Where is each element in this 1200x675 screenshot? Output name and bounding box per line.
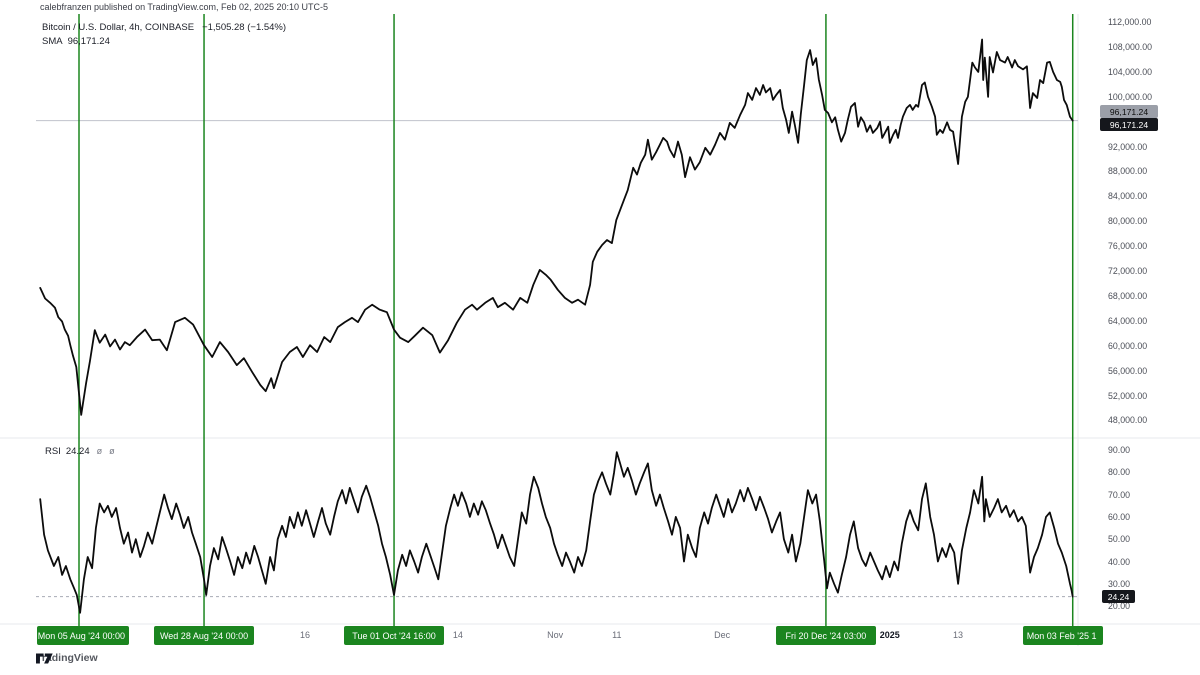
price-axis-label: 52,000.00 — [1108, 390, 1148, 401]
price-axis-label: 56,000.00 — [1108, 365, 1148, 376]
rsi-axis-label: 50.00 — [1108, 534, 1131, 545]
event-date-label[interactable]: Tue 01 Oct '24 16:00 — [344, 626, 445, 645]
price-axis-label: 112,000.00 — [1108, 17, 1152, 28]
time-tick-label: Dec — [714, 630, 731, 640]
price-axis-label: 64,000.00 — [1108, 315, 1148, 326]
rsi-axis-label: 30.00 — [1108, 578, 1131, 589]
rsi-value-box: 24.24 — [1102, 590, 1135, 603]
time-tick-label: 11 — [612, 630, 622, 640]
symbol-change-value: −1,505.28 (−1.54%) — [202, 22, 287, 33]
time-tick-label: 16 — [300, 630, 311, 640]
time-tick-label: 2025 — [879, 630, 900, 640]
rsi-value: 24.24 — [65, 446, 90, 457]
rsi-axis-label: 60.00 — [1108, 511, 1131, 522]
sma-label: SMA — [42, 36, 63, 47]
symbol-legend[interactable]: Bitcoin / U.S. Dollar, 4h, COINBASE −1,50… — [42, 22, 286, 33]
rsi-axis-label: 40.00 — [1108, 556, 1131, 567]
price-axis-label: 108,000.00 — [1108, 41, 1153, 52]
price-axis-label: 92,000.00 — [1108, 141, 1148, 152]
rsi-settings-icon[interactable]: ø — [109, 446, 115, 456]
rsi-axis-label: 80.00 — [1108, 467, 1131, 478]
time-tick-label: 14 — [452, 630, 463, 640]
price-axis-label: 60,000.00 — [1108, 340, 1148, 351]
sma-price-box: 96,171.24 — [1100, 105, 1158, 118]
tradingview-watermark[interactable]: TradingView — [36, 652, 98, 664]
rsi-axis-label: 70.00 — [1108, 489, 1131, 500]
sma-value: 96,171.24 — [67, 36, 110, 47]
time-tick-label: 13 — [953, 630, 964, 640]
rsi-legend[interactable]: RSI 24.24 ø ø — [45, 446, 115, 457]
event-date-label[interactable]: Fri 20 Dec '24 03:00 — [775, 626, 876, 645]
price-series-path — [39, 38, 1074, 416]
rsi-axis-label: 20.00 — [1108, 601, 1131, 612]
price-axis-label: 88,000.00 — [1108, 166, 1148, 177]
last-price-box: 96,171.24 — [1100, 118, 1158, 131]
symbol-title: Bitcoin / U.S. Dollar, 4h, COINBASE — [42, 22, 195, 33]
price-axis-label: 76,000.00 — [1108, 241, 1148, 252]
rsi-label: RSI — [45, 446, 61, 457]
rsi-series-path — [39, 451, 1074, 614]
event-date-label[interactable]: Mon 05 Aug '24 00:00 — [37, 626, 129, 645]
price-axis-label: 100,000.00 — [1108, 91, 1153, 102]
time-tick-label: Nov — [547, 630, 564, 640]
price-axis-label: 48,000.00 — [1108, 415, 1148, 426]
published-by-line: calebfranzen published on TradingView.co… — [40, 2, 329, 12]
sma-legend[interactable]: SMA 96,171.24 — [42, 36, 110, 47]
price-axis-label: 72,000.00 — [1108, 266, 1148, 277]
price-axis-label: 104,000.00 — [1108, 66, 1153, 77]
rsi-hide-icon[interactable]: ø — [96, 446, 103, 456]
price-axis-label: 68,000.00 — [1108, 290, 1148, 301]
price-axis-label: 80,000.00 — [1108, 216, 1148, 227]
event-date-label[interactable]: Wed 28 Aug '24 00:00 — [154, 626, 255, 645]
tradingview-logo-icon — [36, 653, 53, 664]
price-axis-label: 84,000.00 — [1108, 191, 1148, 202]
event-date-label[interactable]: Mon 03 Feb '25 1 — [1022, 626, 1103, 645]
rsi-axis-label: 90.00 — [1108, 445, 1131, 455]
